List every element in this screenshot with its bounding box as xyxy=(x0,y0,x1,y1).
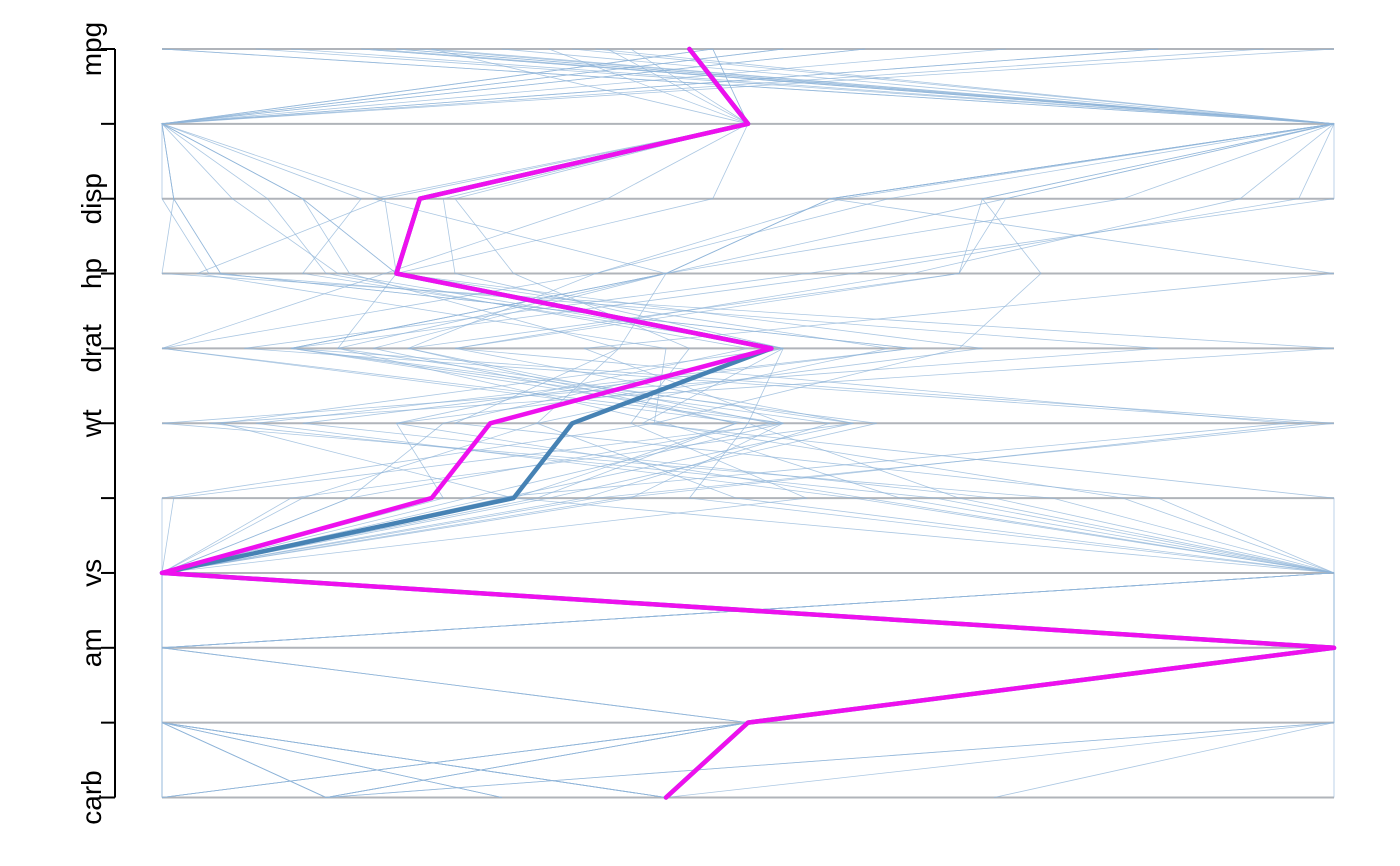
observation-line xyxy=(161,48,1335,798)
axis-label-wt: wt xyxy=(76,409,107,438)
axis-label-mpg: mpg xyxy=(76,22,107,76)
variable-axis: mpg disp hp drat wt vs am carb xyxy=(76,22,116,825)
axis-label-drat: drat xyxy=(76,324,107,372)
axis-label-vs: vs xyxy=(76,559,107,587)
axis-label-am: am xyxy=(76,628,107,667)
axis-label-hp: hp xyxy=(76,258,107,289)
observation-line xyxy=(161,48,1335,798)
highlighted-observation-line-2 xyxy=(159,46,1337,800)
axis-label-carb: carb xyxy=(76,770,107,824)
observation-line xyxy=(161,48,1335,798)
highlighted-lines-layer xyxy=(159,46,1337,800)
axis-label-disp: disp xyxy=(76,173,107,224)
